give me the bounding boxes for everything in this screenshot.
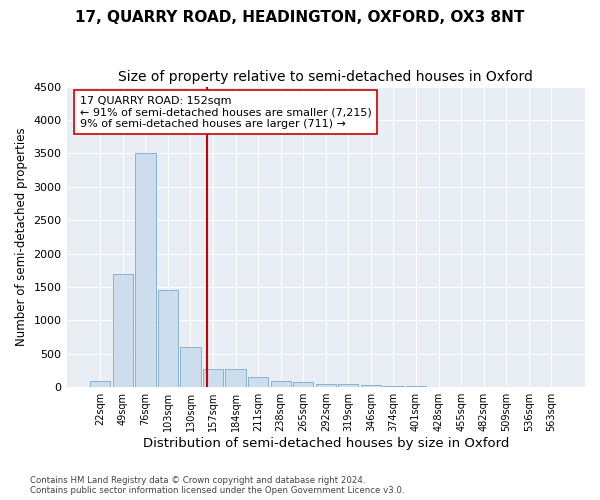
Bar (248, 377, 268, 387)
Bar (203, 369, 223, 387)
Bar (293, 382, 313, 387)
Bar (428, 386, 449, 387)
Text: 17, QUARRY ROAD, HEADINGTON, OXFORD, OX3 8NT: 17, QUARRY ROAD, HEADINGTON, OXFORD, OX3… (76, 10, 524, 25)
X-axis label: Distribution of semi-detached houses by size in Oxford: Distribution of semi-detached houses by … (143, 437, 509, 450)
Bar (451, 386, 471, 387)
Bar (271, 380, 291, 387)
Bar (158, 290, 178, 387)
Title: Size of property relative to semi-detached houses in Oxford: Size of property relative to semi-detach… (118, 70, 533, 84)
Text: 17 QUARRY ROAD: 152sqm
← 91% of semi-detached houses are smaller (7,215)
9% of s: 17 QUARRY ROAD: 152sqm ← 91% of semi-det… (80, 96, 371, 129)
Bar (90, 380, 110, 387)
Bar (406, 386, 426, 387)
Bar (338, 384, 358, 387)
Bar (135, 154, 155, 387)
Bar (316, 384, 336, 387)
Text: Contains HM Land Registry data © Crown copyright and database right 2024.
Contai: Contains HM Land Registry data © Crown c… (30, 476, 404, 495)
Bar (361, 385, 381, 387)
Bar (226, 369, 246, 387)
Bar (181, 347, 200, 387)
Y-axis label: Number of semi-detached properties: Number of semi-detached properties (15, 128, 28, 346)
Bar (113, 274, 133, 387)
Bar (383, 386, 404, 387)
